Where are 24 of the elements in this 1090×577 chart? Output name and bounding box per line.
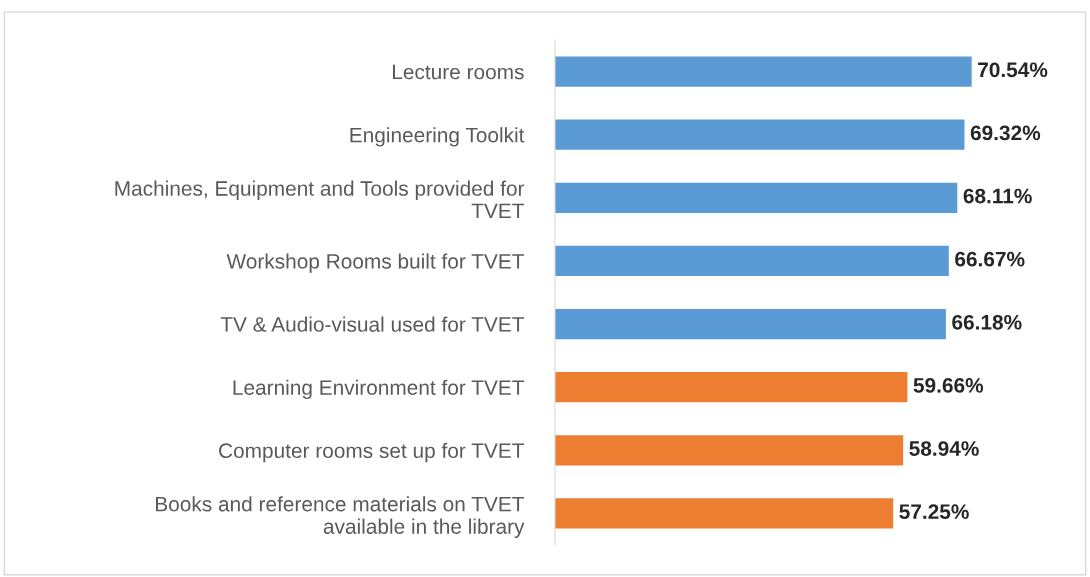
y-tick-label: TV & Audio-visual used for TVET bbox=[220, 316, 524, 332]
y-tick-label: Engineering Toolkit bbox=[350, 127, 525, 147]
y-tick-label: Learning Environment for TVET bbox=[233, 379, 524, 400]
data-label: 57.25% bbox=[899, 504, 969, 520]
data-label: 59.66% bbox=[913, 378, 984, 393]
bar bbox=[555, 119, 965, 150]
y-tick-label: Lecture rooms bbox=[393, 64, 524, 80]
y-tick-label: Workshop Rooms built for TVET bbox=[226, 253, 524, 273]
y-tick-label: Machines, Equipment and Tools provided for TVET bbox=[115, 180, 525, 219]
data-label: 68.11% bbox=[963, 188, 1032, 204]
data-label: 66.67% bbox=[955, 251, 1025, 267]
bar bbox=[555, 308, 946, 340]
bar bbox=[555, 372, 908, 403]
data-label: 70.54% bbox=[978, 62, 1048, 78]
data-label: 69.32% bbox=[970, 125, 1041, 141]
y-tick-label: Books and reference materials on TVET available in the library bbox=[156, 496, 525, 539]
data-label: 58.94% bbox=[909, 441, 979, 456]
bar bbox=[555, 435, 904, 466]
bar bbox=[555, 182, 958, 213]
bar bbox=[555, 245, 949, 277]
data-label: 66.18% bbox=[952, 314, 1022, 330]
bar bbox=[555, 56, 972, 87]
y-tick-label: Computer rooms set up for TVET bbox=[219, 442, 524, 463]
bar bbox=[555, 498, 894, 529]
